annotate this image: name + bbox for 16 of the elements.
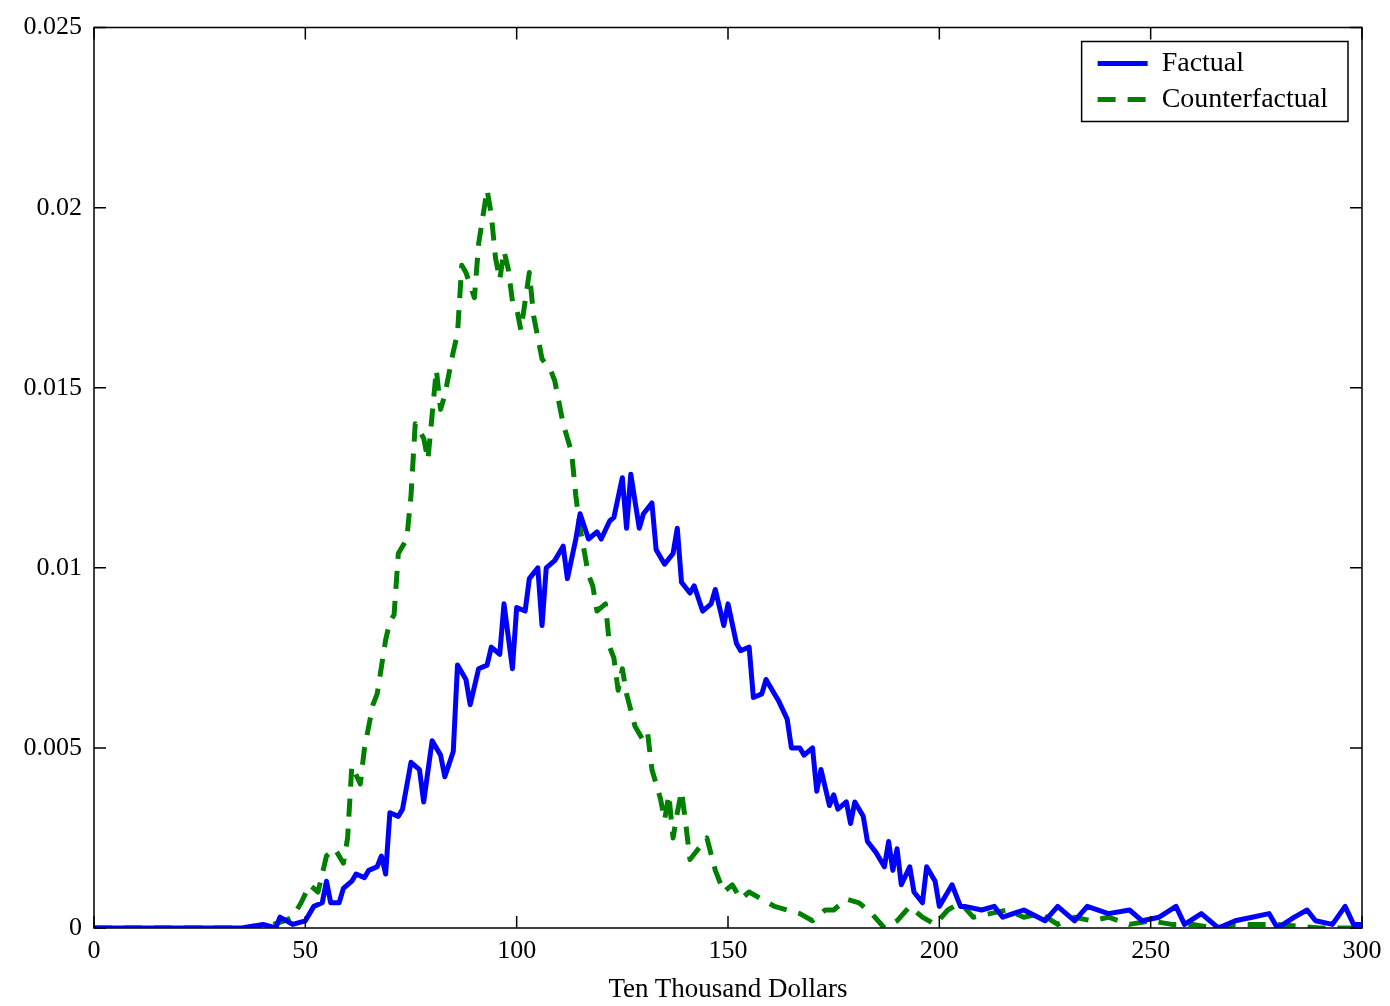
x-tick-label: 300 xyxy=(1342,935,1382,965)
y-tick-label: 0.01 xyxy=(36,551,82,581)
y-tick-label: 0.015 xyxy=(23,371,82,401)
y-tick-label: 0.02 xyxy=(36,191,82,221)
x-axis-title: Ten Thousand Dollars xyxy=(608,972,848,1003)
y-tick-label: 0 xyxy=(69,911,82,941)
x-tick-label: 150 xyxy=(708,935,748,965)
x-tick-label: 100 xyxy=(497,935,537,965)
x-tick-label: 0 xyxy=(87,935,101,965)
x-tick-label: 200 xyxy=(919,935,959,965)
y-tick-label: 0.025 xyxy=(23,11,82,41)
legend-label: Factual xyxy=(1161,45,1245,77)
y-tick-label: 0.005 xyxy=(23,731,82,761)
x-tick-label: 250 xyxy=(1131,935,1171,965)
legend-label: Counterfactual xyxy=(1161,81,1329,113)
x-tick-label: 50 xyxy=(292,935,319,965)
